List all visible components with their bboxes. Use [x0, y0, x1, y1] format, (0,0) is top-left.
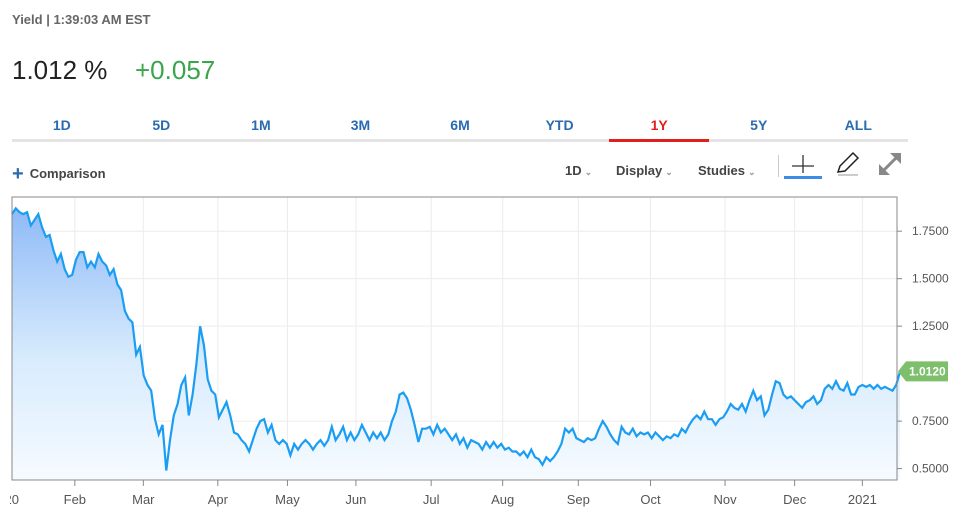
price: 1.012 % [12, 55, 108, 85]
display-label: Display [616, 163, 663, 178]
area-fill [12, 208, 900, 480]
y-tick-label: 1.7500 [912, 224, 949, 238]
x-tick-label: Jun [345, 492, 366, 507]
price-change: +0.057 [135, 55, 216, 85]
last-value-badge: 1.0120 [898, 361, 948, 382]
tab-5d[interactable]: 5D [152, 117, 171, 133]
tab-all[interactable]: ALL [844, 117, 872, 133]
y-tick-label: 0.7500 [912, 414, 949, 428]
display-dropdown[interactable]: Display ⌄ [616, 163, 673, 178]
draw-button[interactable] [834, 150, 862, 178]
x-tick-label: Feb [64, 492, 86, 507]
pencil-icon [836, 151, 860, 176]
tab-ytd[interactable]: YTD [545, 117, 574, 133]
tab-1y[interactable]: 1Y [609, 112, 709, 142]
tab-1m[interactable]: 1M [251, 117, 271, 133]
x-tick-label: 2020 [0, 492, 19, 507]
studies-dropdown[interactable]: Studies ⌄ [698, 163, 756, 178]
x-tick-label: Sep [567, 492, 590, 507]
plus-icon: + [12, 163, 24, 185]
interval-label: 1D [565, 163, 582, 178]
tab-6m[interactable]: 6M [450, 117, 470, 133]
y-tick-label: 1.2500 [912, 319, 949, 333]
chevron-down-icon: ⌄ [584, 167, 593, 177]
range-tabs: 1D 5D 1M 3M 6M YTD 1Y 5Y ALL [12, 112, 908, 142]
x-tick-label: Oct [640, 492, 661, 507]
fullscreen-button[interactable] [876, 150, 904, 178]
tab-1d[interactable]: 1D [52, 117, 71, 133]
plot-frame [11, 196, 898, 481]
toolbar-divider [778, 155, 779, 177]
x-tick-label: Aug [491, 492, 514, 507]
y-tick-label: 1.5000 [912, 272, 949, 286]
yield-line [11, 206, 902, 471]
quote-meta: Yield | 1:39:03 AM EST [12, 12, 151, 27]
interval-dropdown[interactable]: 1D ⌄ [565, 163, 592, 178]
tab-3m[interactable]: 3M [350, 117, 371, 133]
crosshair-icon [792, 155, 814, 173]
x-tick-label: Apr [208, 492, 229, 507]
last-value-label: 1.0120 [909, 364, 946, 378]
x-tick-label: Nov [713, 492, 737, 507]
y-tick-label: 0.5000 [912, 462, 949, 476]
comparison-button[interactable]: + Comparison [12, 163, 106, 186]
x-tick-label: Jul [423, 492, 440, 507]
chevron-down-icon: ⌄ [665, 167, 673, 177]
tab-5y[interactable]: 5Y [750, 117, 768, 133]
chevron-down-icon: ⌄ [747, 167, 756, 177]
comparison-label: Comparison [29, 166, 106, 181]
x-tick-label: May [275, 492, 300, 507]
crosshair-button[interactable] [784, 152, 822, 179]
x-tick-label: 2021 [848, 492, 877, 507]
yield-chart[interactable]: 1.7500 1.5000 1.2500 0.7500 0.5000 2020 Feb Ma… [0, 190, 965, 528]
studies-label: Studies [698, 163, 745, 178]
expand-icon [879, 153, 901, 175]
x-tick-label: Dec [783, 492, 807, 507]
x-tick-label: Mar [132, 492, 155, 507]
